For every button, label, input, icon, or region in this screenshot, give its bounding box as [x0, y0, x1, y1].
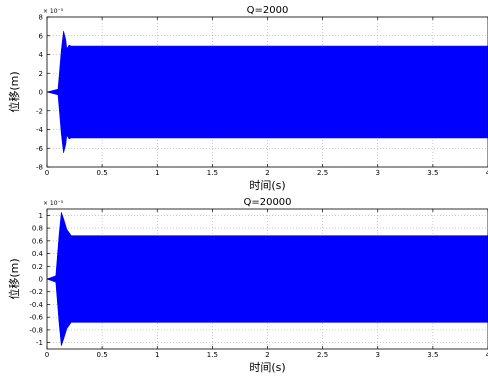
x-tick-label: 2 [265, 169, 269, 177]
y-axis-label: 位移(m) [7, 71, 21, 112]
y-axis-multiplier: × 10⁻⁵ [43, 200, 64, 207]
y-tick-label: 1 [39, 212, 43, 220]
chart-title: Q=2000 [247, 5, 289, 16]
y-tick-label: -0.6 [29, 314, 43, 322]
y-tick-label: 8 [39, 14, 43, 22]
x-tick-label: 0 [45, 169, 49, 177]
y-tick-label: -8 [36, 164, 43, 172]
x-axis-label: 时间(s) [249, 361, 285, 374]
y-tick-label: -0.2 [29, 288, 43, 296]
x-tick-label: 2.5 [317, 169, 328, 177]
series-line [46, 212, 488, 346]
x-tick-label: 3 [376, 351, 380, 359]
chart-title: Q=20000 [243, 197, 291, 208]
y-tick-label: -1 [36, 339, 43, 347]
y-tick-label: 0 [39, 89, 43, 97]
x-tick-label: 0.5 [97, 351, 108, 359]
y-tick-label: 0.4 [32, 250, 44, 258]
chart-q2000: 0 0.5 1 1.5 2 2.5 3 3.5 4 8 6 4 2 0 -2 -4 -6 -8 Q=2000 位移… [7, 5, 488, 192]
x-tick-label: 3.5 [427, 351, 438, 359]
x-tick-label: 0 [45, 351, 49, 359]
y-tick-label: 0.2 [32, 263, 43, 271]
y-tick-label: -6 [36, 145, 44, 153]
x-tick-label: 0.5 [97, 169, 108, 177]
y-axis-label: 位移(m) [7, 258, 21, 299]
x-tick-label: 1 [155, 169, 159, 177]
x-tick-label: 2.5 [317, 351, 328, 359]
x-tick-label: 2 [265, 351, 269, 359]
x-tick-label: 4 [486, 169, 488, 177]
y-tick-label: -0.8 [29, 326, 43, 334]
y-tick-label: 0.6 [32, 237, 44, 245]
y-tick-label: -4 [36, 126, 44, 134]
series-line [46, 30, 488, 154]
y-tick-label: 2 [39, 70, 43, 78]
x-tick-label: 3.5 [427, 169, 438, 177]
x-tick-label: 1.5 [207, 169, 218, 177]
x-tick-label: 4 [486, 351, 488, 359]
y-tick-label: 0.8 [32, 225, 43, 233]
y-tick-label: 4 [39, 51, 44, 59]
y-tick-label: 0 [39, 276, 43, 284]
chart-q20000: 0 0.5 1 1.5 2 2.5 3 3.5 4 1 0.8 0.6 0.4 0.2 0 -0.2 -0.4 -… [7, 197, 488, 374]
x-axis-label: 时间(s) [249, 179, 285, 192]
y-axis-multiplier: × 10⁻⁵ [43, 8, 64, 15]
x-tick-label: 3 [376, 169, 380, 177]
y-tick-label: 6 [39, 32, 44, 40]
y-tick-label: -0.4 [29, 301, 43, 309]
x-tick-label: 1.5 [207, 351, 218, 359]
x-tick-label: 1 [155, 351, 159, 359]
y-tick-label: -2 [36, 107, 43, 115]
